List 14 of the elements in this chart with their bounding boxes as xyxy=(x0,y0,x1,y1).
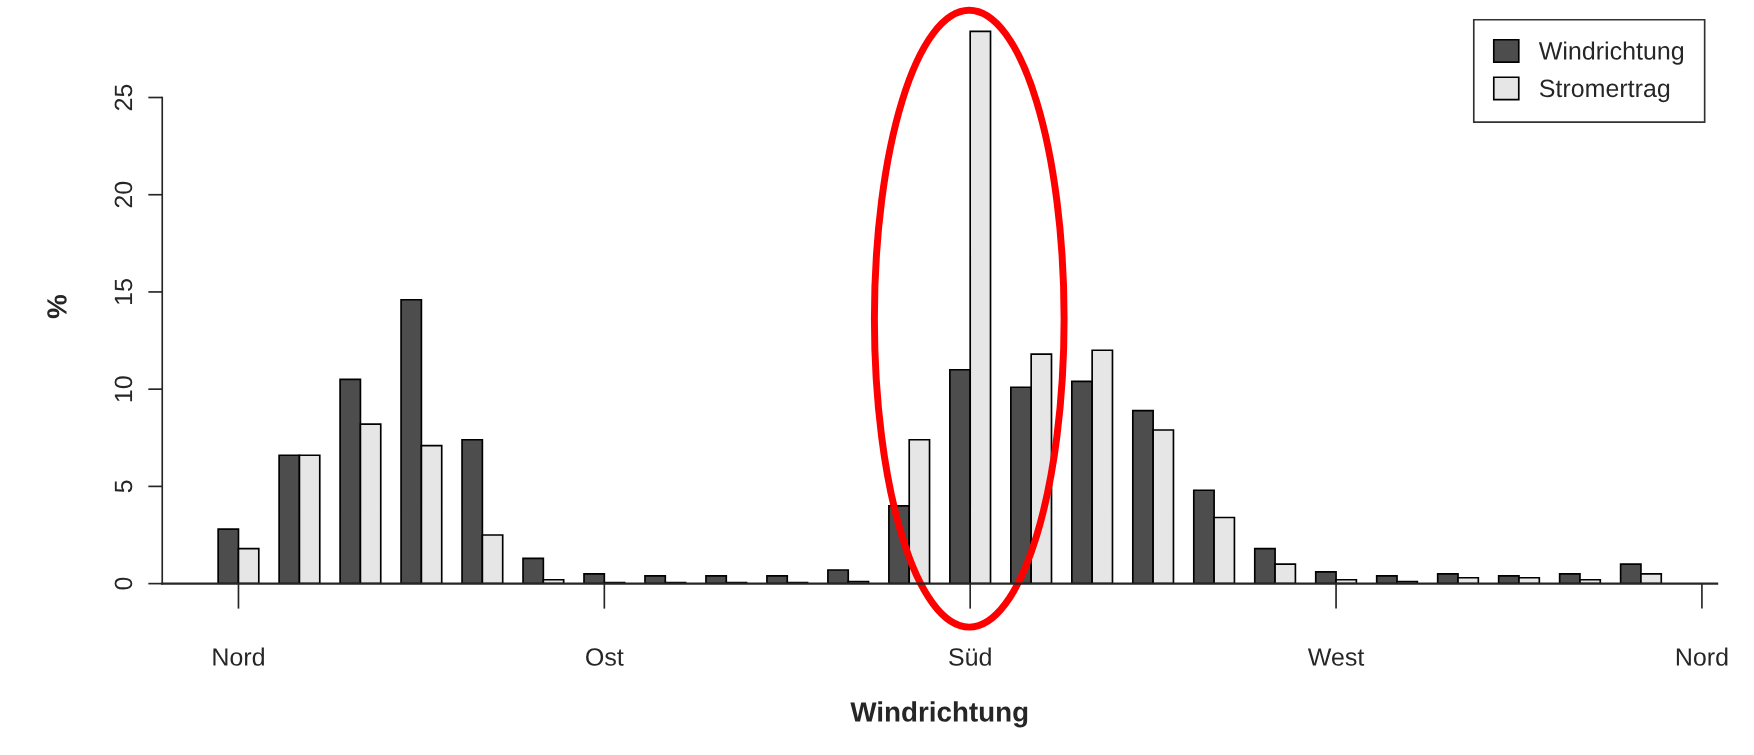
y-tick-label: 5 xyxy=(114,480,133,493)
x-tick-label: Süd xyxy=(949,647,991,666)
y-tick-label: 20 xyxy=(114,181,133,208)
y-tick-label: 25 xyxy=(114,84,133,111)
x-tick-label: West xyxy=(1307,648,1365,666)
legend-label: Windrichtung xyxy=(1538,41,1684,65)
x-tick-label: Nord xyxy=(213,647,264,666)
y-tick-label: 15 xyxy=(114,279,133,304)
legend-label: Stromertrag xyxy=(1539,79,1670,103)
y-tick-label: 0 xyxy=(114,577,133,590)
y-tick-label: 10 xyxy=(114,376,133,402)
x-axis-title: Windrichtung xyxy=(850,701,1028,728)
y-axis-title: % xyxy=(47,294,67,319)
x-tick-label: Ost xyxy=(586,648,624,666)
